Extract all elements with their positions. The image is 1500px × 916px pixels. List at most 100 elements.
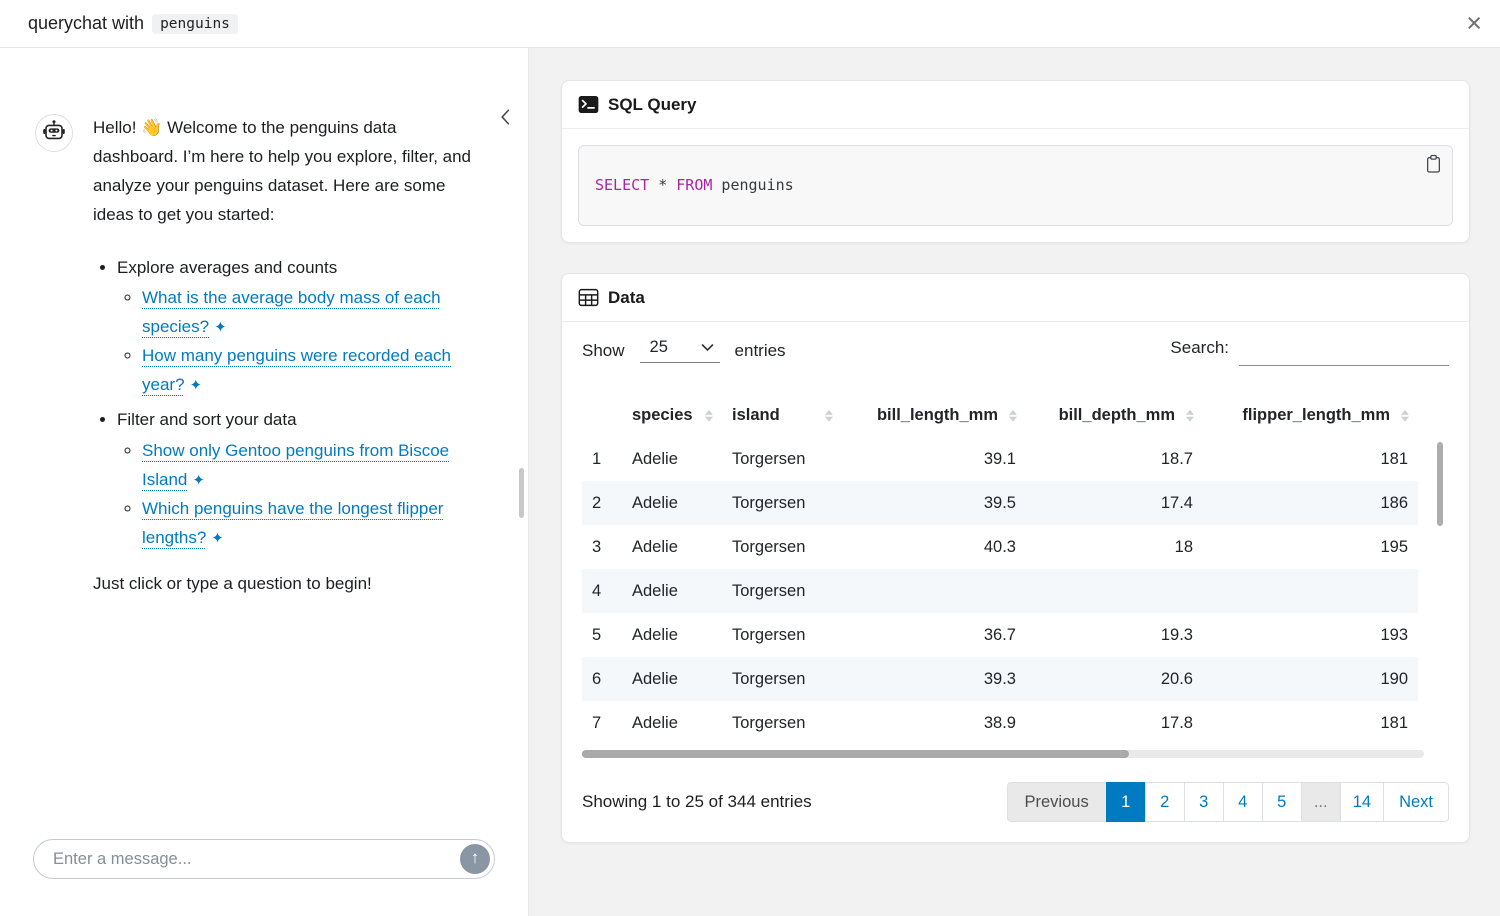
suggestion-link[interactable]: What is the average body mass of each sp…	[142, 288, 441, 336]
suggestion-list: Explore averages and counts What is the a…	[93, 254, 485, 553]
main-layout: Hello! 👋 Welcome to the penguins data da…	[0, 48, 1500, 916]
table-cell: 40.3	[983, 537, 1016, 556]
table-cell: 18.7	[1160, 449, 1193, 468]
table-cell: Adelie	[622, 481, 722, 525]
table-row[interactable]: 4 Adelie Torgersen	[582, 569, 1418, 613]
pagination-page-5[interactable]: 5	[1261, 782, 1302, 822]
table-cell: Adelie	[622, 657, 722, 701]
search-input[interactable]	[1239, 338, 1449, 366]
sort-icon	[1009, 409, 1017, 422]
column-header-bill_depth_mm[interactable]: bill_depth_mm	[1026, 394, 1203, 437]
sort-up-arrow	[825, 409, 833, 415]
table-icon	[578, 287, 599, 308]
show-label: Show	[582, 340, 625, 360]
table-cell: Adelie	[632, 625, 678, 644]
sparkle-icon: ✦	[192, 471, 205, 489]
horizontal-scrollbar[interactable]	[582, 750, 1424, 758]
table-cell: Torgersen	[732, 449, 806, 468]
suggestion-group-label: Filter and sort your data	[117, 410, 297, 430]
row-number-cell: 1	[592, 449, 602, 468]
table-row[interactable]: 6 Adelie Torgersen 39.3 20.6 190	[582, 657, 1418, 701]
chat-message: Hello! 👋 Welcome to the penguins data da…	[35, 114, 512, 599]
sql-text: *	[649, 176, 677, 194]
column-header-label: bill_length_mm	[876, 406, 998, 424]
app-title-text: querychat with	[28, 13, 145, 33]
table-row[interactable]: 1 Adelie Torgersen 39.1 18.7 181	[582, 437, 1418, 481]
sort-up-arrow	[1186, 409, 1194, 415]
suggestion-sublist: What is the average body mass of each sp…	[117, 284, 485, 400]
table-row[interactable]: 2 Adelie Torgersen 39.5 17.4 186	[582, 481, 1418, 525]
pagination-next[interactable]: Next	[1383, 782, 1449, 822]
sort-down-arrow	[825, 416, 833, 422]
column-header-bill_length_mm[interactable]: bill_length_mm	[842, 394, 1026, 437]
up-arrow-icon: ↑	[470, 848, 480, 867]
avatar	[35, 114, 73, 152]
table-cell: 181	[1380, 713, 1408, 732]
sort-down-arrow	[1401, 416, 1409, 422]
column-header-species[interactable]: species	[622, 394, 722, 437]
row-number-cell: 7	[592, 713, 602, 732]
message-input[interactable]	[33, 839, 495, 879]
chat-panel: Hello! 👋 Welcome to the penguins data da…	[0, 48, 528, 916]
robot-icon	[42, 119, 66, 148]
column-header-flipper_length_mm[interactable]: flipper_length_mm	[1203, 394, 1418, 437]
sort-up-arrow	[705, 409, 713, 415]
vertical-scrollbar[interactable]	[1437, 442, 1443, 526]
sql-text: penguins	[712, 176, 794, 194]
card-title: SQL Query	[608, 94, 697, 114]
suggestion-link[interactable]: Which penguins have the longest flipper …	[142, 499, 443, 547]
chat-scrollbar[interactable]	[519, 468, 524, 518]
suggestion-link-text: What is the average body mass of each sp…	[142, 288, 441, 337]
sql-code: SELECT * FROM penguins	[595, 176, 794, 194]
closing-text: Just click or type a question to begin!	[93, 574, 372, 594]
entries-select[interactable]: 25	[639, 338, 720, 363]
pagination-page-1[interactable]: 1	[1105, 782, 1146, 822]
topbar: querychat with penguins ×	[0, 0, 1500, 48]
greeting-text: Hello! 👋 Welcome to the penguins data da…	[93, 118, 472, 224]
table-cell	[1026, 569, 1203, 613]
table-cell: 20.6	[1026, 657, 1203, 701]
close-button[interactable]: ×	[1466, 8, 1482, 38]
table-cell: 39.1	[983, 449, 1016, 468]
table-cell	[842, 569, 1026, 613]
pagination-page-2[interactable]: 2	[1144, 782, 1185, 822]
suggestion-item: How many penguins were recorded each yea…	[142, 342, 485, 400]
table-row[interactable]: 3 Adelie Torgersen 40.3 18 195	[582, 525, 1418, 569]
sql-keyword: SELECT	[595, 176, 650, 194]
table-cell: 36.7	[983, 625, 1016, 644]
chevron-down-icon	[701, 338, 714, 357]
column-header-rownum	[582, 394, 622, 437]
pagination-page-3[interactable]: 3	[1183, 782, 1224, 822]
suggestion-link-text: How many penguins were recorded each yea…	[142, 346, 452, 395]
pagination-previous: Previous	[1006, 782, 1107, 822]
sort-up-arrow	[1009, 409, 1017, 415]
table-cell: Torgersen	[722, 569, 842, 613]
pagination-page-4[interactable]: 4	[1222, 782, 1263, 822]
suggestion-group-label: Explore averages and counts	[117, 257, 338, 277]
copy-button[interactable]	[1425, 154, 1442, 174]
horizontal-scrollbar-thumb[interactable]	[582, 750, 1130, 758]
column-header-label: island	[732, 406, 780, 424]
table-row[interactable]: 7 Adelie Torgersen 38.9 17.8 181	[582, 701, 1418, 745]
sparkle-icon: ✦	[214, 319, 227, 337]
pagination-page-14[interactable]: 14	[1339, 782, 1385, 822]
table-cell: Adelie	[632, 713, 678, 732]
sparkle-icon: ✦	[211, 529, 224, 547]
suggestion-link[interactable]: How many penguins were recorded each yea…	[142, 346, 451, 394]
send-button[interactable]: ↑	[460, 844, 490, 874]
row-number-cell: 2	[582, 481, 622, 525]
sort-icon	[1401, 409, 1409, 422]
suggestion-link[interactable]: Show only Gentoo penguins from Biscoe Is…	[142, 441, 449, 489]
sql-card-body: SELECT * FROM penguins	[562, 129, 1469, 242]
chat-input-row: ↑	[33, 839, 495, 879]
column-header-island[interactable]: island	[722, 394, 842, 437]
collapse-sidebar-button[interactable]	[498, 108, 512, 129]
entries-select-value: 25	[649, 338, 668, 356]
card-title: Data	[608, 287, 645, 307]
table-cell: 193	[1380, 625, 1408, 644]
row-number-cell: 5	[592, 625, 602, 644]
suggestion-item: What is the average body mass of each sp…	[142, 284, 485, 342]
table-viewport: species island bill_length_mm bill_depth_mm…	[582, 394, 1449, 760]
table-row[interactable]: 5 Adelie Torgersen 36.7 19.3 193	[582, 613, 1418, 657]
sort-icon	[1186, 409, 1194, 422]
